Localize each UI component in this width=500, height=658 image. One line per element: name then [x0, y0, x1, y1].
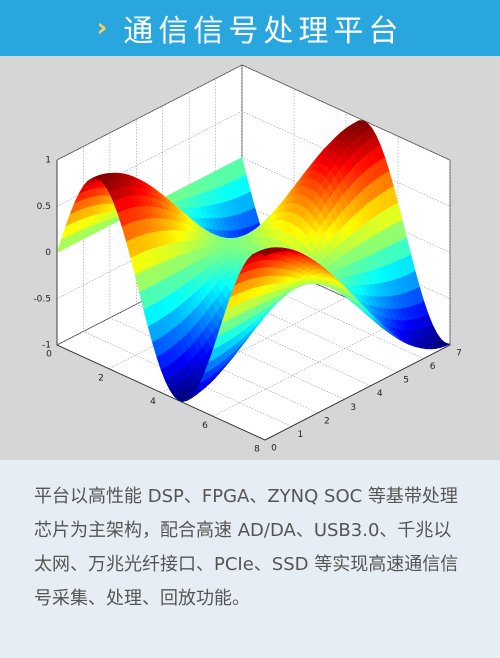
x-tick-label: 8 — [254, 445, 260, 455]
grid-line — [56, 64, 451, 161]
header: › 通信信号处理平台 — [0, 0, 500, 56]
y-tick-label: 6 — [430, 362, 436, 372]
y-tick-label: 1 — [298, 430, 304, 440]
z-tick-label: 0.5 — [37, 202, 51, 212]
chevron-icon: › — [96, 13, 108, 43]
y-tick-label: 3 — [350, 403, 356, 413]
y-tick-label: 4 — [377, 389, 383, 399]
y-tick-label: 5 — [403, 376, 409, 386]
x-tick-label: 2 — [98, 373, 104, 383]
description: 平台以高性能 DSP、FPGA、ZYNQ SOC 等基带处理芯片为主架构，配合高… — [0, 460, 500, 658]
header-title: 通信信号处理平台 — [123, 14, 404, 49]
y-tick-label: 2 — [324, 416, 330, 426]
z-tick-label: -0.5 — [33, 294, 51, 304]
x-tick-label: 6 — [202, 421, 208, 431]
z-tick-label: -1 — [42, 341, 51, 351]
x-tick-label: 0 — [46, 350, 52, 360]
y-tick-label: 7 — [456, 349, 462, 359]
surface — [56, 120, 451, 402]
axis-line — [56, 160, 451, 441]
z-tick-label: 1 — [45, 156, 51, 166]
y-tick-label: 0 — [271, 444, 277, 454]
z-tick-label: 0 — [45, 248, 51, 258]
x-tick-label: 4 — [150, 397, 156, 407]
figure-area: 1 0.5 0 -0.5 -1 0 2 4 6 8 0 1 2 3 4 5 6 7 — [0, 56, 500, 460]
surface-patch — [260, 250, 271, 257]
